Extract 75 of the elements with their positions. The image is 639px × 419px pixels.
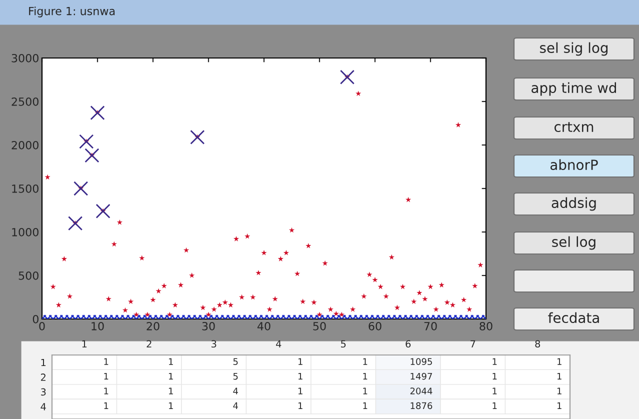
- data-label: 1876: [410, 402, 432, 410]
- data-label: 1: [298, 388, 302, 394]
- y-tick-label: 4: [40, 403, 46, 410]
- x-tick-label: 6: [406, 340, 411, 348]
- x-tick-label: 4: [276, 340, 282, 348]
- x-tick-label: 50: [313, 322, 326, 330]
- x-tick-label: 5: [341, 340, 346, 348]
- data-label: 1: [168, 358, 173, 365]
- y-tick-label: 500: [18, 271, 38, 280]
- data-label: 1: [363, 372, 368, 380]
- data-label: 1: [557, 358, 562, 365]
- point: [96, 204, 110, 218]
- data-label: 1: [298, 402, 302, 409]
- x-tick-label: 3: [212, 340, 216, 348]
- data-label: 1: [492, 372, 497, 380]
- data-label: 1: [557, 402, 562, 409]
- data-label: 1: [298, 372, 302, 380]
- x-tick-label: 2: [146, 340, 152, 348]
- data-label: 1: [168, 388, 173, 394]
- x-tick-label: 30: [202, 322, 215, 330]
- data-label: 1095: [410, 358, 432, 365]
- data-label: 1: [363, 388, 368, 394]
- data-label: 1: [492, 388, 497, 394]
- x-tick-label: 40: [257, 322, 270, 330]
- x-tick-label: 1: [82, 340, 87, 348]
- point: [84, 148, 100, 163]
- data-label: 1497: [410, 372, 432, 380]
- x-tick-label: 60: [368, 322, 382, 330]
- chart-title: Figure 1: usnwa: [29, 6, 115, 18]
- data-label: 2044: [410, 388, 432, 394]
- y-tick-label: 2500: [12, 97, 38, 106]
- text: sel log: [552, 236, 596, 250]
- data-label: 1: [168, 402, 173, 409]
- data-label: 1: [492, 402, 497, 409]
- text: sel sig log: [540, 42, 608, 56]
- y-tick-label: 1500: [12, 184, 38, 193]
- data-label: 1: [363, 358, 368, 365]
- data-label: 1: [557, 372, 562, 380]
- x-tick-label: 7: [470, 340, 476, 348]
- point: [79, 134, 94, 149]
- x-tick-label: 10: [92, 322, 104, 330]
- text: abnorP: [550, 159, 598, 170]
- data-label: 1: [104, 388, 108, 394]
- data-label: 1: [363, 402, 368, 409]
- y-tick-label: 1: [41, 358, 46, 366]
- y-tick-label: 2000: [12, 140, 38, 150]
- y-tick-label: 3: [41, 388, 46, 396]
- x-tick-label: 70: [424, 322, 437, 330]
- data-label: 1: [298, 358, 302, 365]
- data-label: 5: [233, 358, 238, 365]
- data-label: 1: [168, 372, 173, 380]
- text: app time wd: [532, 82, 616, 96]
- text: fecdata: [548, 312, 599, 324]
- point: [190, 130, 205, 144]
- data-label: 5: [233, 372, 238, 380]
- x-tick-label: 80: [480, 322, 492, 330]
- text: addsig: [552, 197, 596, 211]
- data-label: 1: [557, 388, 562, 394]
- y-tick-label: 2: [40, 374, 46, 381]
- point: [90, 106, 105, 120]
- data-label: 1: [104, 358, 108, 365]
- point: [68, 216, 83, 231]
- x-tick-label: 8: [535, 340, 540, 348]
- data-label: 1: [104, 372, 108, 380]
- y-tick-label: 0: [32, 314, 38, 324]
- y-tick-label: 1000: [12, 228, 38, 236]
- data-label: 1: [104, 402, 108, 409]
- point: [340, 70, 355, 84]
- y-tick-label: 3000: [12, 54, 38, 62]
- point: [74, 181, 88, 196]
- text: crtxm: [554, 122, 594, 132]
- data-label: 4: [233, 388, 238, 394]
- x-tick-label: 20: [146, 322, 160, 330]
- data-label: 4: [233, 402, 238, 409]
- data-label: 1: [492, 358, 497, 365]
